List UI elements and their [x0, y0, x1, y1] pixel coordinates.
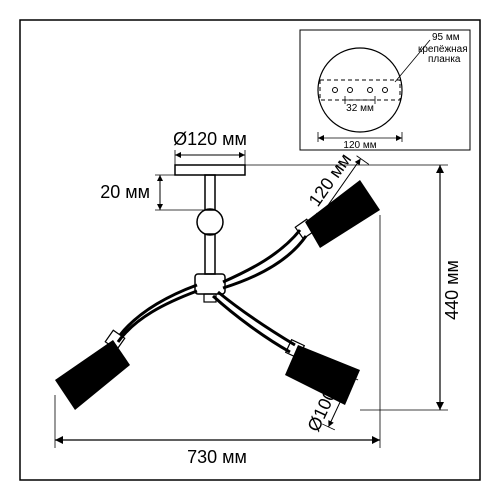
inset-hole [368, 88, 373, 93]
dim-overall-width: 730 мм [55, 215, 380, 467]
inset-label-top: 95 мм [432, 32, 460, 43]
inset-hole [333, 88, 338, 93]
label-overall-height: 440 мм [442, 260, 462, 320]
inset-panel: 32 мм 120 мм 95 мм крепёжная планка [300, 30, 470, 151]
arm-front-2 [213, 296, 290, 352]
stem-upper [205, 175, 215, 210]
inset-circle [318, 48, 402, 132]
inset-label-center: 32 мм [346, 103, 374, 114]
inset-hole [383, 88, 388, 93]
inset-label-sub-2: планка [428, 54, 461, 65]
label-overall-width: 730 мм [187, 447, 247, 467]
label-20: 20 мм [100, 182, 150, 202]
stem-ball [197, 209, 223, 235]
arm-left-2 [118, 291, 197, 342]
diagram-svg: 32 мм 120 мм 95 мм крепёжная планка Ø120… [0, 0, 500, 500]
stem-lower [205, 234, 215, 274]
outer-frame [20, 20, 480, 480]
label-plate-dia: Ø120 мм [173, 129, 247, 149]
ceiling-plate [175, 165, 245, 175]
hub [195, 274, 225, 294]
diagram-canvas: 32 мм 120 мм 95 мм крепёжная планка Ø120… [0, 0, 500, 500]
arm-front-1 [218, 292, 295, 345]
chandelier: Ø120 мм 20 мм [55, 129, 380, 439]
inset-hole [348, 88, 353, 93]
inset-label-bottom: 120 мм [343, 140, 376, 151]
shade-left [55, 340, 130, 410]
